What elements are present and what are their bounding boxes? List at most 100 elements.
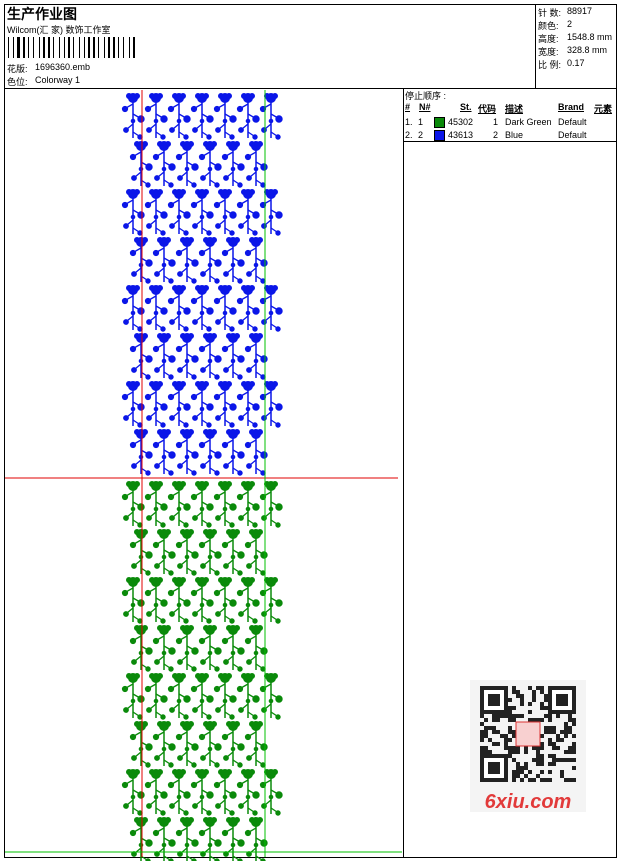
flower-motif [259, 188, 283, 236]
summary-label: 针 数: [538, 8, 562, 18]
qr-cell [548, 762, 552, 766]
qr-cell [568, 718, 572, 722]
qr-cell [480, 722, 484, 726]
flower-motif [129, 528, 153, 576]
flower-motif [167, 92, 191, 140]
summary-label: 宽度: [538, 47, 559, 57]
flower-motif [259, 480, 283, 528]
qr-cell [548, 718, 552, 722]
barcode-bar [113, 37, 115, 58]
flower-motif [167, 188, 191, 236]
flower-motif [236, 92, 260, 140]
qr-cell [520, 770, 524, 774]
flower-motif [152, 528, 176, 576]
flower-motif [152, 720, 176, 768]
flower-motif [121, 380, 145, 428]
qr-cell [560, 730, 564, 734]
barcode-bar [43, 37, 45, 58]
flower-motif [198, 140, 222, 188]
qr-cell [544, 778, 548, 782]
qr-cell [536, 758, 540, 762]
barcode-bar [17, 37, 20, 58]
barcode-bar [68, 37, 70, 58]
flower-motif [244, 624, 268, 672]
qr-cell [480, 746, 484, 750]
flower-motif [259, 576, 283, 624]
flower-motif [121, 480, 145, 528]
flower-motif [221, 624, 245, 672]
flower-motif [121, 576, 145, 624]
qr-cell [564, 758, 568, 762]
qr-cell [520, 778, 524, 782]
qr-cell [512, 730, 516, 734]
flower-motif [213, 576, 237, 624]
flower-motif [129, 720, 153, 768]
qr-cell [560, 770, 564, 774]
colorway-label: 色位: [7, 77, 28, 87]
qr-cell [480, 730, 484, 734]
flower-motif [244, 428, 268, 476]
barcode-bar [48, 37, 50, 58]
qr-cell [540, 762, 544, 766]
qr-cell [488, 738, 492, 742]
qr-cell [516, 762, 520, 766]
qr-cell [536, 750, 540, 754]
flower-motif [244, 332, 268, 380]
qr-cell [552, 726, 556, 730]
qr-cell [536, 746, 540, 750]
table-header: 描述 [505, 104, 524, 114]
flower-motif [198, 428, 222, 476]
qr-finder [556, 694, 568, 706]
summary-label: 高度: [538, 34, 559, 44]
qr-cell [544, 706, 548, 710]
flower-motif [259, 672, 283, 720]
qr-cell [548, 770, 552, 774]
qr-cell [540, 742, 544, 746]
qr-cell [528, 770, 532, 774]
summary-value: 328.8 mm [567, 45, 608, 55]
qr-cell [540, 754, 544, 758]
qr-cell [528, 702, 532, 706]
qr-cell [516, 746, 520, 750]
row-code: 2 [493, 130, 499, 140]
flower-motif [144, 672, 168, 720]
qr-cell [540, 778, 544, 782]
flower-motif [152, 140, 176, 188]
flower-motif [167, 480, 191, 528]
qr-cell [548, 754, 552, 758]
qr-cell [564, 734, 568, 738]
qr-cell [536, 686, 540, 690]
qr-cell [496, 718, 500, 722]
qr-cell [504, 738, 508, 742]
qr-cell [540, 770, 544, 774]
flower-motif [144, 380, 168, 428]
barcode-bar [23, 37, 25, 58]
qr-cell [520, 694, 524, 698]
flower-motif [213, 92, 237, 140]
qr-cell [532, 694, 536, 698]
flower-motif [221, 332, 245, 380]
qr-cell [572, 742, 576, 746]
qr-cell [516, 690, 520, 694]
qr-cell [548, 778, 552, 782]
flower-motif [190, 188, 214, 236]
qr-cell [508, 726, 512, 730]
qr-cell [516, 714, 520, 718]
qr-cell [568, 726, 572, 730]
qr-cell [556, 746, 560, 750]
qr-cell [512, 746, 516, 750]
qr-cell [548, 726, 552, 730]
flower-motif [167, 284, 191, 332]
flower-motif [244, 236, 268, 284]
qr-cell [524, 746, 528, 750]
qr-cell [536, 718, 540, 722]
flower-motif [175, 140, 199, 188]
qr-cell [508, 714, 512, 718]
qr-cell [484, 730, 488, 734]
flower-motif [152, 816, 176, 861]
flower-motif [259, 92, 283, 140]
qr-cell [572, 758, 576, 762]
flower-motif [244, 816, 268, 861]
qr-cell [564, 722, 568, 726]
